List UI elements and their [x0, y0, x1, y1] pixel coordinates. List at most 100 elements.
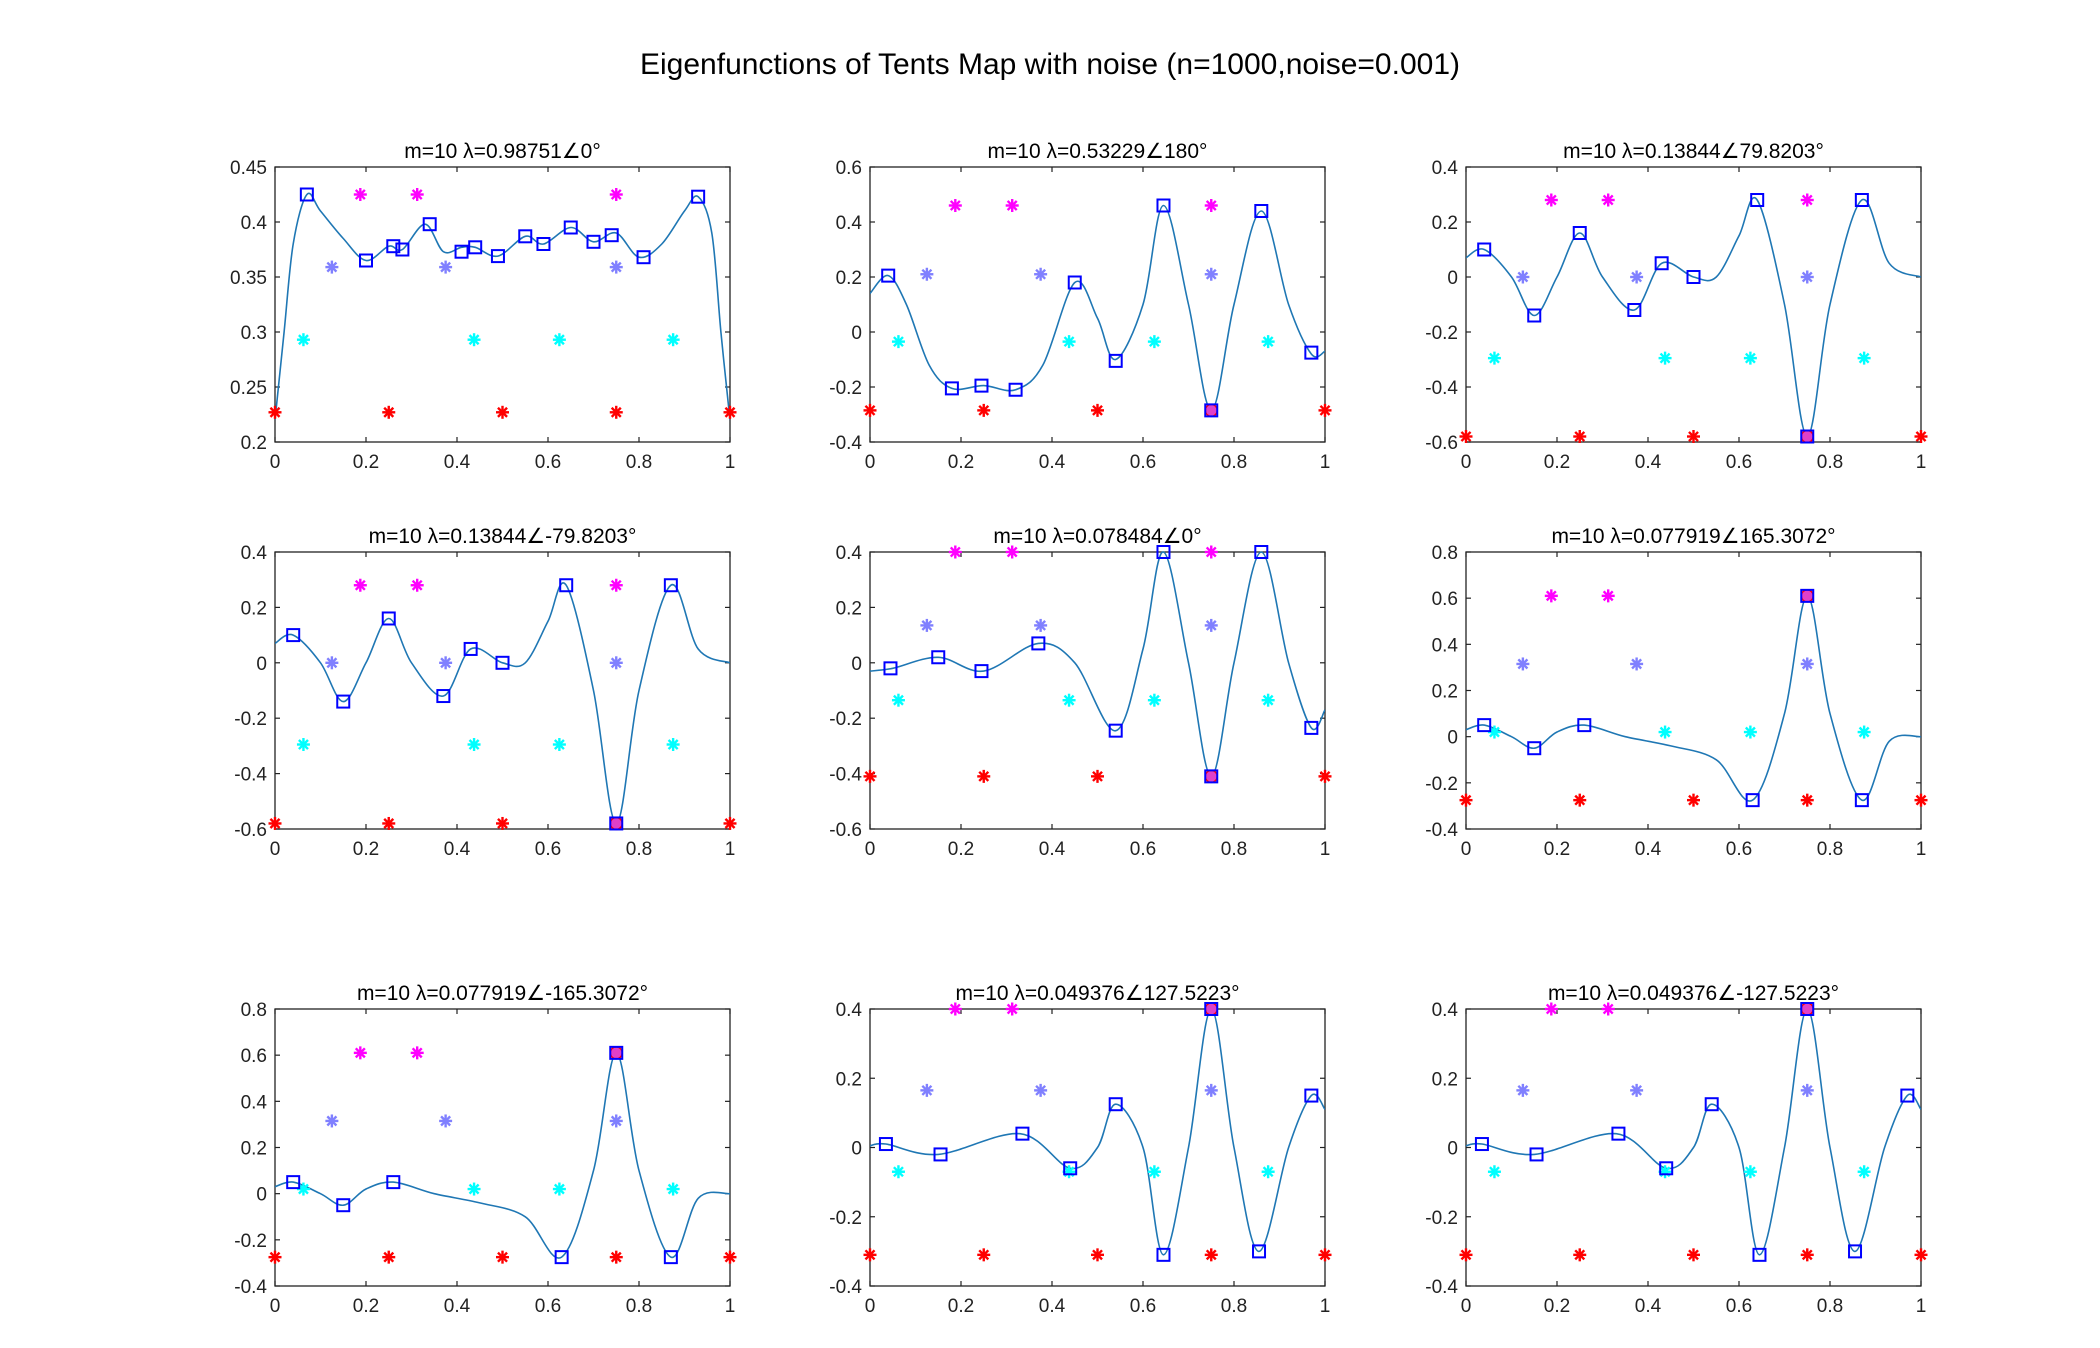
square-marker	[336, 694, 351, 709]
x-tick-label: 0.4	[1039, 839, 1066, 860]
square-marker	[463, 641, 478, 656]
magenta-marker	[948, 199, 962, 212]
square-marker	[1654, 256, 1669, 271]
cyan-marker	[891, 693, 905, 707]
square-marker	[1067, 275, 1082, 290]
x-tick-label: 0.6	[1130, 452, 1156, 473]
cyan-marker	[296, 738, 310, 752]
magenta-marker	[410, 1046, 424, 1060]
x-tick-label: 0	[270, 452, 281, 473]
square-marker	[395, 242, 410, 257]
y-tick-label: -0.4	[234, 1277, 267, 1298]
y-tick-label: -0.6	[829, 820, 862, 841]
square-marker	[663, 578, 678, 593]
x-tick-label: 0.6	[535, 1296, 561, 1317]
y-tick-label: 0.6	[836, 158, 862, 179]
magenta-marker	[410, 578, 424, 592]
square-marker	[636, 250, 651, 265]
magenta-marker	[1601, 589, 1615, 603]
cyan-marker	[666, 738, 680, 752]
square-marker	[1800, 429, 1815, 444]
cyan-marker	[1062, 693, 1076, 707]
x-tick-label: 0.8	[626, 1296, 652, 1317]
red-marker	[496, 816, 509, 830]
square-marker	[1611, 1126, 1626, 1141]
square-marker	[1474, 1137, 1489, 1152]
cyan-marker	[1261, 335, 1275, 349]
square-marker	[1477, 718, 1492, 733]
square-marker	[1572, 226, 1587, 240]
square-marker	[1008, 382, 1023, 397]
y-tick-label: -0.6	[234, 820, 267, 841]
y-tick-label: 0.6	[1432, 589, 1458, 610]
square-marker	[1704, 1097, 1719, 1112]
cyan-marker	[891, 335, 905, 349]
y-tick-label: 0	[256, 654, 267, 675]
red-marker	[723, 405, 737, 419]
square-marker	[1900, 1088, 1915, 1103]
red-marker	[1687, 793, 1700, 807]
y-tick-label: -0.4	[1425, 1277, 1458, 1298]
square-marker	[1254, 204, 1269, 218]
x-tick-label: 0.2	[948, 452, 974, 473]
x-tick-label: 0.2	[1544, 839, 1570, 860]
red-marker	[1800, 1248, 1814, 1262]
x-tick-label: 0.2	[948, 1296, 974, 1317]
x-tick-label: 0.6	[1726, 1296, 1752, 1317]
square-marker	[933, 1147, 948, 1162]
axes-box	[869, 166, 1326, 443]
magenta-marker	[1601, 193, 1615, 207]
subplot-title: m=10 λ=0.077919∠165.3072°	[1551, 525, 1835, 548]
cyan-marker	[1658, 725, 1672, 739]
highlight-circle	[609, 816, 623, 831]
magenta-marker	[1005, 199, 1019, 212]
eigenfunction-curve	[1466, 196, 1921, 438]
square-marker	[604, 228, 619, 243]
square-marker	[381, 611, 396, 626]
eigenfunction-curve	[870, 551, 1325, 778]
x-tick-label: 0.4	[1635, 839, 1662, 860]
y-tick-label: -0.2	[1425, 774, 1458, 795]
square-marker	[286, 1175, 301, 1190]
y-tick-label: 0.4	[1432, 1000, 1459, 1021]
cyan-marker	[666, 1182, 680, 1196]
subplot-9: 0 0.2 0.4 0.6 0.8 1 -0.4 -0.2 0 0.2 0.4 m=10 λ=0.04…	[1425, 982, 1928, 1317]
red-marker	[1687, 1248, 1700, 1262]
y-tick-label: 0.2	[1432, 1069, 1458, 1090]
square-marker	[1477, 242, 1492, 257]
y-tick-label: 0.8	[241, 1000, 267, 1021]
square-marker	[1204, 769, 1219, 784]
subplot-title: m=10 λ=0.13844∠-79.8203°	[369, 525, 637, 548]
square-marker	[878, 1137, 893, 1152]
lavender-marker	[609, 1114, 623, 1128]
square-marker	[1204, 1002, 1219, 1016]
x-tick-label: 0	[1461, 1296, 1472, 1317]
square-marker	[1156, 545, 1171, 559]
red-marker	[977, 769, 991, 783]
square-marker	[386, 239, 401, 254]
x-tick-label: 0.8	[1817, 1296, 1843, 1317]
y-tick-label: 0	[851, 654, 862, 675]
subplot-2: 0 0.2 0.4 0.6 0.8 1 -0.4 -0.2 0 0.2 0.4 0.6 m=10 λ=0…	[829, 140, 1332, 473]
x-tick-label: 1	[725, 1296, 736, 1317]
square-marker	[1156, 198, 1171, 213]
y-tick-label: -0.2	[1425, 1208, 1458, 1229]
red-marker	[1091, 769, 1104, 783]
lavender-marker	[1630, 1083, 1644, 1097]
y-tick-label: -0.4	[829, 433, 862, 454]
y-tick-label: -0.4	[1425, 378, 1458, 399]
subplot-7: 0 0.2 0.4 0.6 0.8 1 -0.4 -0.2 0 0.2 0.4 0.6 0.8 m=10 …	[234, 982, 737, 1317]
x-tick-label: 0.8	[1221, 452, 1247, 473]
lavender-marker	[1204, 267, 1218, 281]
subplot-title: m=10 λ=0.53229∠180°	[988, 140, 1208, 163]
subplot-3: 0 0.2 0.4 0.6 0.8 1 -0.6 -0.4 -0.2 0 0.2 0.4 m=10 λ=…	[1425, 140, 1928, 473]
red-marker	[1914, 1248, 1928, 1262]
x-tick-label: 0.4	[444, 839, 471, 860]
x-tick-label: 0.4	[1039, 452, 1066, 473]
y-tick-label: -0.4	[829, 1277, 862, 1298]
lavender-marker	[609, 260, 623, 274]
red-marker	[609, 405, 623, 419]
y-tick-label: 0.4	[241, 543, 268, 564]
y-tick-label: 0.4	[836, 543, 863, 564]
lavender-marker	[325, 260, 339, 274]
